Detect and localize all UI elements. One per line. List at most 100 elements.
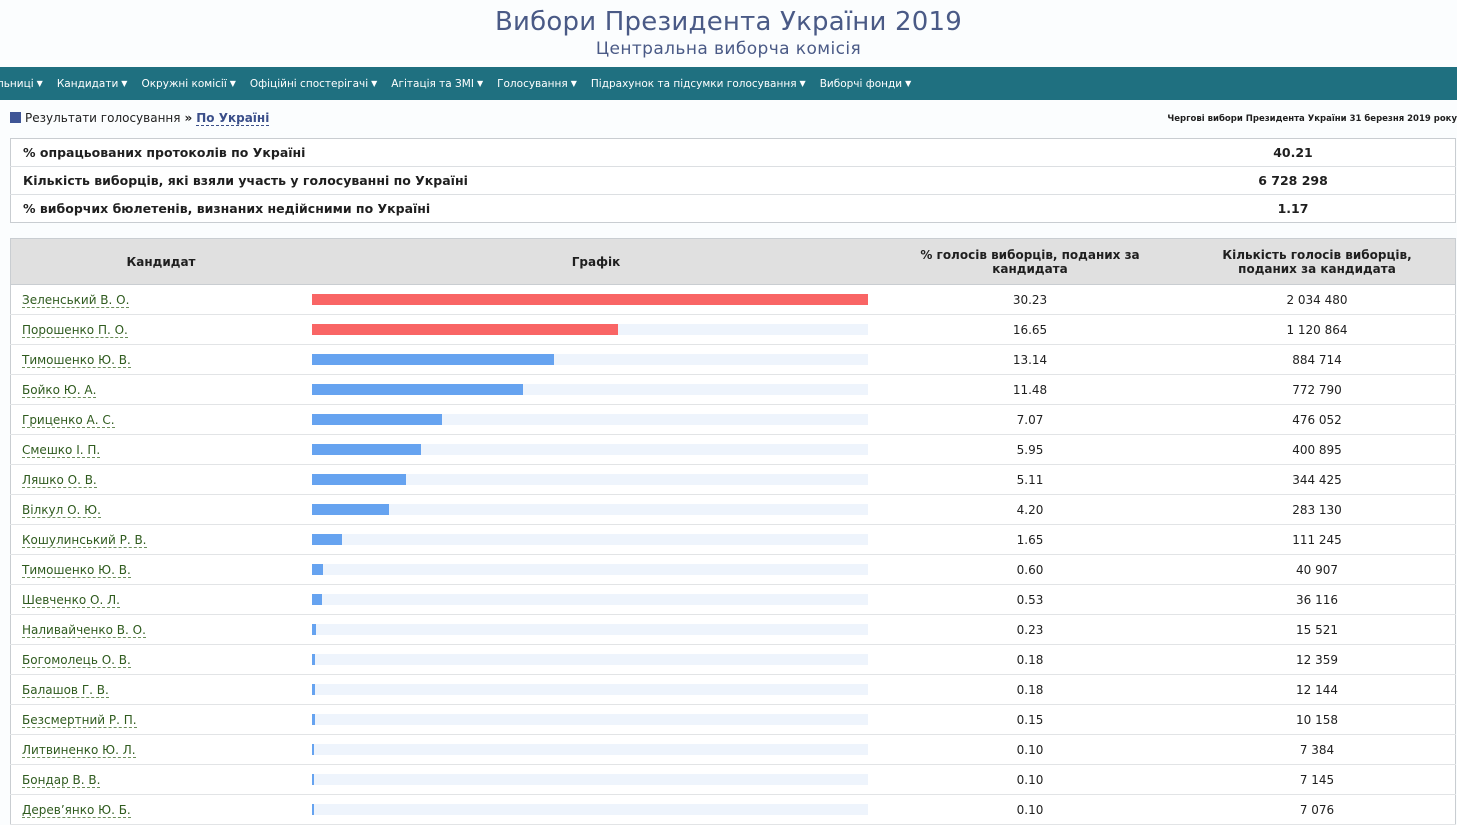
vote-bar xyxy=(312,324,619,335)
candidate-row: Тимошенко Ю. В. 13.14 884 714 xyxy=(10,344,1456,375)
chart-cell xyxy=(311,434,881,465)
vote-count: 40 907 xyxy=(1179,554,1456,585)
candidate-link[interactable]: Наливайченко В. О. xyxy=(22,622,146,638)
vote-bar xyxy=(312,444,422,455)
vote-bar xyxy=(312,684,316,695)
vote-bar xyxy=(312,624,317,635)
candidate-row: Балашов Г. В. 0.18 12 144 xyxy=(10,674,1456,705)
nav-item-label: Підрахунок та підсумки голосування xyxy=(590,77,797,90)
percent-value: 0.15 xyxy=(881,704,1179,735)
candidate-link[interactable]: Смешко І. П. xyxy=(22,442,101,458)
election-label: Чергові вибори Президента України 31 бер… xyxy=(1167,114,1457,124)
candidate-row: Зеленський В. О. 30.23 2 034 480 xyxy=(10,284,1456,315)
nav-item[interactable]: Підрахунок та підсумки голосування ▼ xyxy=(584,78,813,90)
nav-item[interactable]: Виборчі фонди ▼ xyxy=(813,78,919,90)
nav-item[interactable]: Офіційні спостерігачі ▼ xyxy=(243,78,384,90)
candidate-row: Тимошенко Ю. В. 0.60 40 907 xyxy=(10,554,1456,585)
candidate-link[interactable]: Литвиненко Ю. Л. xyxy=(22,742,136,758)
percent-value: 11.48 xyxy=(881,374,1179,405)
vote-bar xyxy=(312,534,343,545)
nav-item-label: Виборчі фонди xyxy=(819,77,903,90)
candidate-link[interactable]: Бойко Ю. А. xyxy=(22,382,97,398)
candidate-row: Ляшко О. В. 5.11 344 425 xyxy=(10,464,1456,495)
summary-label: % виборчих бюлетенів, визнаних недійсним… xyxy=(23,201,431,216)
summary-label: Кількість виборців, які взяли участь у г… xyxy=(10,166,1131,195)
percent-value: 13.14 xyxy=(881,344,1179,375)
candidate-cell: Гриценко А. С. xyxy=(10,404,311,435)
candidate-cell: Зеленський В. О. xyxy=(10,284,311,315)
chart-cell xyxy=(311,344,881,375)
candidate-link[interactable]: Богомолець О. В. xyxy=(22,652,131,668)
candidate-cell: Шевченко О. Л. xyxy=(10,584,311,615)
candidate-link[interactable]: Дерев’янко Ю. Б. xyxy=(22,802,131,818)
candidate-cell: Ляшко О. В. xyxy=(10,464,311,495)
bar-track xyxy=(312,414,868,425)
candidate-link[interactable]: Балашов Г. В. xyxy=(22,682,109,698)
percent-value: 4.20 xyxy=(881,494,1179,525)
summary-value: 1.17 xyxy=(1277,201,1309,216)
caret-down-icon: ▼ xyxy=(229,79,236,88)
candidate-link[interactable]: Тимошенко Ю. В. xyxy=(22,352,131,368)
vote-count: 7 145 xyxy=(1179,764,1456,795)
nav-item-label: Агітація та ЗМІ xyxy=(391,77,474,90)
summary-value: 40.21 xyxy=(1131,138,1456,167)
summary-row: % опрацьованих протоколів по Україні 40.2… xyxy=(10,138,1456,167)
page-title: Вибори Президента України 2019 xyxy=(495,7,962,37)
candidate-cell: Литвиненко Ю. Л. xyxy=(10,734,311,765)
candidate-link[interactable]: Шевченко О. Л. xyxy=(22,592,120,608)
bar-track xyxy=(312,474,868,485)
vote-count: 36 116 xyxy=(1179,584,1456,615)
vote-count: 12 144 xyxy=(1179,674,1456,705)
vote-bar xyxy=(312,504,390,515)
vote-bar xyxy=(312,594,322,605)
percent-value: 16.65 xyxy=(881,314,1179,345)
breadcrumb: Результати голосування» По Україні Чергов… xyxy=(10,111,1457,129)
header-percent: % голосів виборців, поданих за кандидата xyxy=(881,238,1179,285)
candidate-cell: Бойко Ю. А. xyxy=(10,374,311,405)
nav-item[interactable]: Агітація та ЗМІ ▼ xyxy=(384,78,490,90)
vote-bar xyxy=(312,564,324,575)
vote-bar xyxy=(312,294,868,305)
chart-cell xyxy=(311,674,881,705)
bar-track xyxy=(312,444,868,455)
bar-track xyxy=(312,534,868,545)
nav-item[interactable]: Окружні комісії ▼ xyxy=(134,78,242,90)
candidate-row: Порошенко П. О. 16.65 1 120 864 xyxy=(10,314,1456,345)
bar-track xyxy=(312,324,868,335)
vote-count: 1 120 864 xyxy=(1179,314,1456,345)
percent-value: 0.23 xyxy=(881,614,1179,645)
breadcrumb-current[interactable]: По Україні xyxy=(196,111,270,126)
bar-track xyxy=(312,294,868,305)
candidate-row: Смешко І. П. 5.95 400 895 xyxy=(10,434,1456,465)
percent-value: 0.10 xyxy=(881,794,1179,825)
vote-bar xyxy=(312,804,314,815)
nav-item[interactable]: Кандидати ▼ xyxy=(50,78,135,90)
page-header: Вибори Президента України 2019 Центральн… xyxy=(0,0,1457,67)
percent-value: 0.53 xyxy=(881,584,1179,615)
vote-bar xyxy=(312,354,554,365)
candidate-link[interactable]: Бондар В. В. xyxy=(22,772,101,788)
candidate-link[interactable]: Ляшко О. В. xyxy=(22,472,97,488)
candidate-row: Гриценко А. С. 7.07 476 052 xyxy=(10,404,1456,435)
candidate-link[interactable]: Безсмертний Р. П. xyxy=(22,712,137,728)
caret-down-icon: ▼ xyxy=(905,79,912,88)
nav-item[interactable]: Голосування ▼ xyxy=(490,78,584,90)
vote-bar xyxy=(312,714,315,725)
vote-count: 476 052 xyxy=(1179,404,1456,435)
header-count: Кількість голосів виборців, поданих за к… xyxy=(1179,238,1456,285)
summary-row: Кількість виборців, які взяли участь у г… xyxy=(10,166,1456,195)
caret-down-icon: ▼ xyxy=(570,79,577,88)
nav-item[interactable]: льниці ▼ xyxy=(0,78,50,90)
breadcrumb-separator: » xyxy=(184,111,193,125)
candidate-link[interactable]: Вілкул О. Ю. xyxy=(22,502,101,518)
breadcrumb-parent[interactable]: Результати голосування xyxy=(25,111,181,125)
candidate-cell: Кошулинський Р. В. xyxy=(10,524,311,555)
candidate-link[interactable]: Тимошенко Ю. В. xyxy=(22,562,131,578)
candidate-link[interactable]: Кошулинський Р. В. xyxy=(22,532,147,548)
candidate-link[interactable]: Зеленський В. О. xyxy=(22,292,130,308)
candidate-link[interactable]: Порошенко П. О. xyxy=(22,322,128,338)
candidate-link[interactable]: Гриценко А. С. xyxy=(22,412,115,428)
percent-value: 0.10 xyxy=(881,734,1179,765)
chart-cell xyxy=(311,614,881,645)
vote-count: 884 714 xyxy=(1179,344,1456,375)
